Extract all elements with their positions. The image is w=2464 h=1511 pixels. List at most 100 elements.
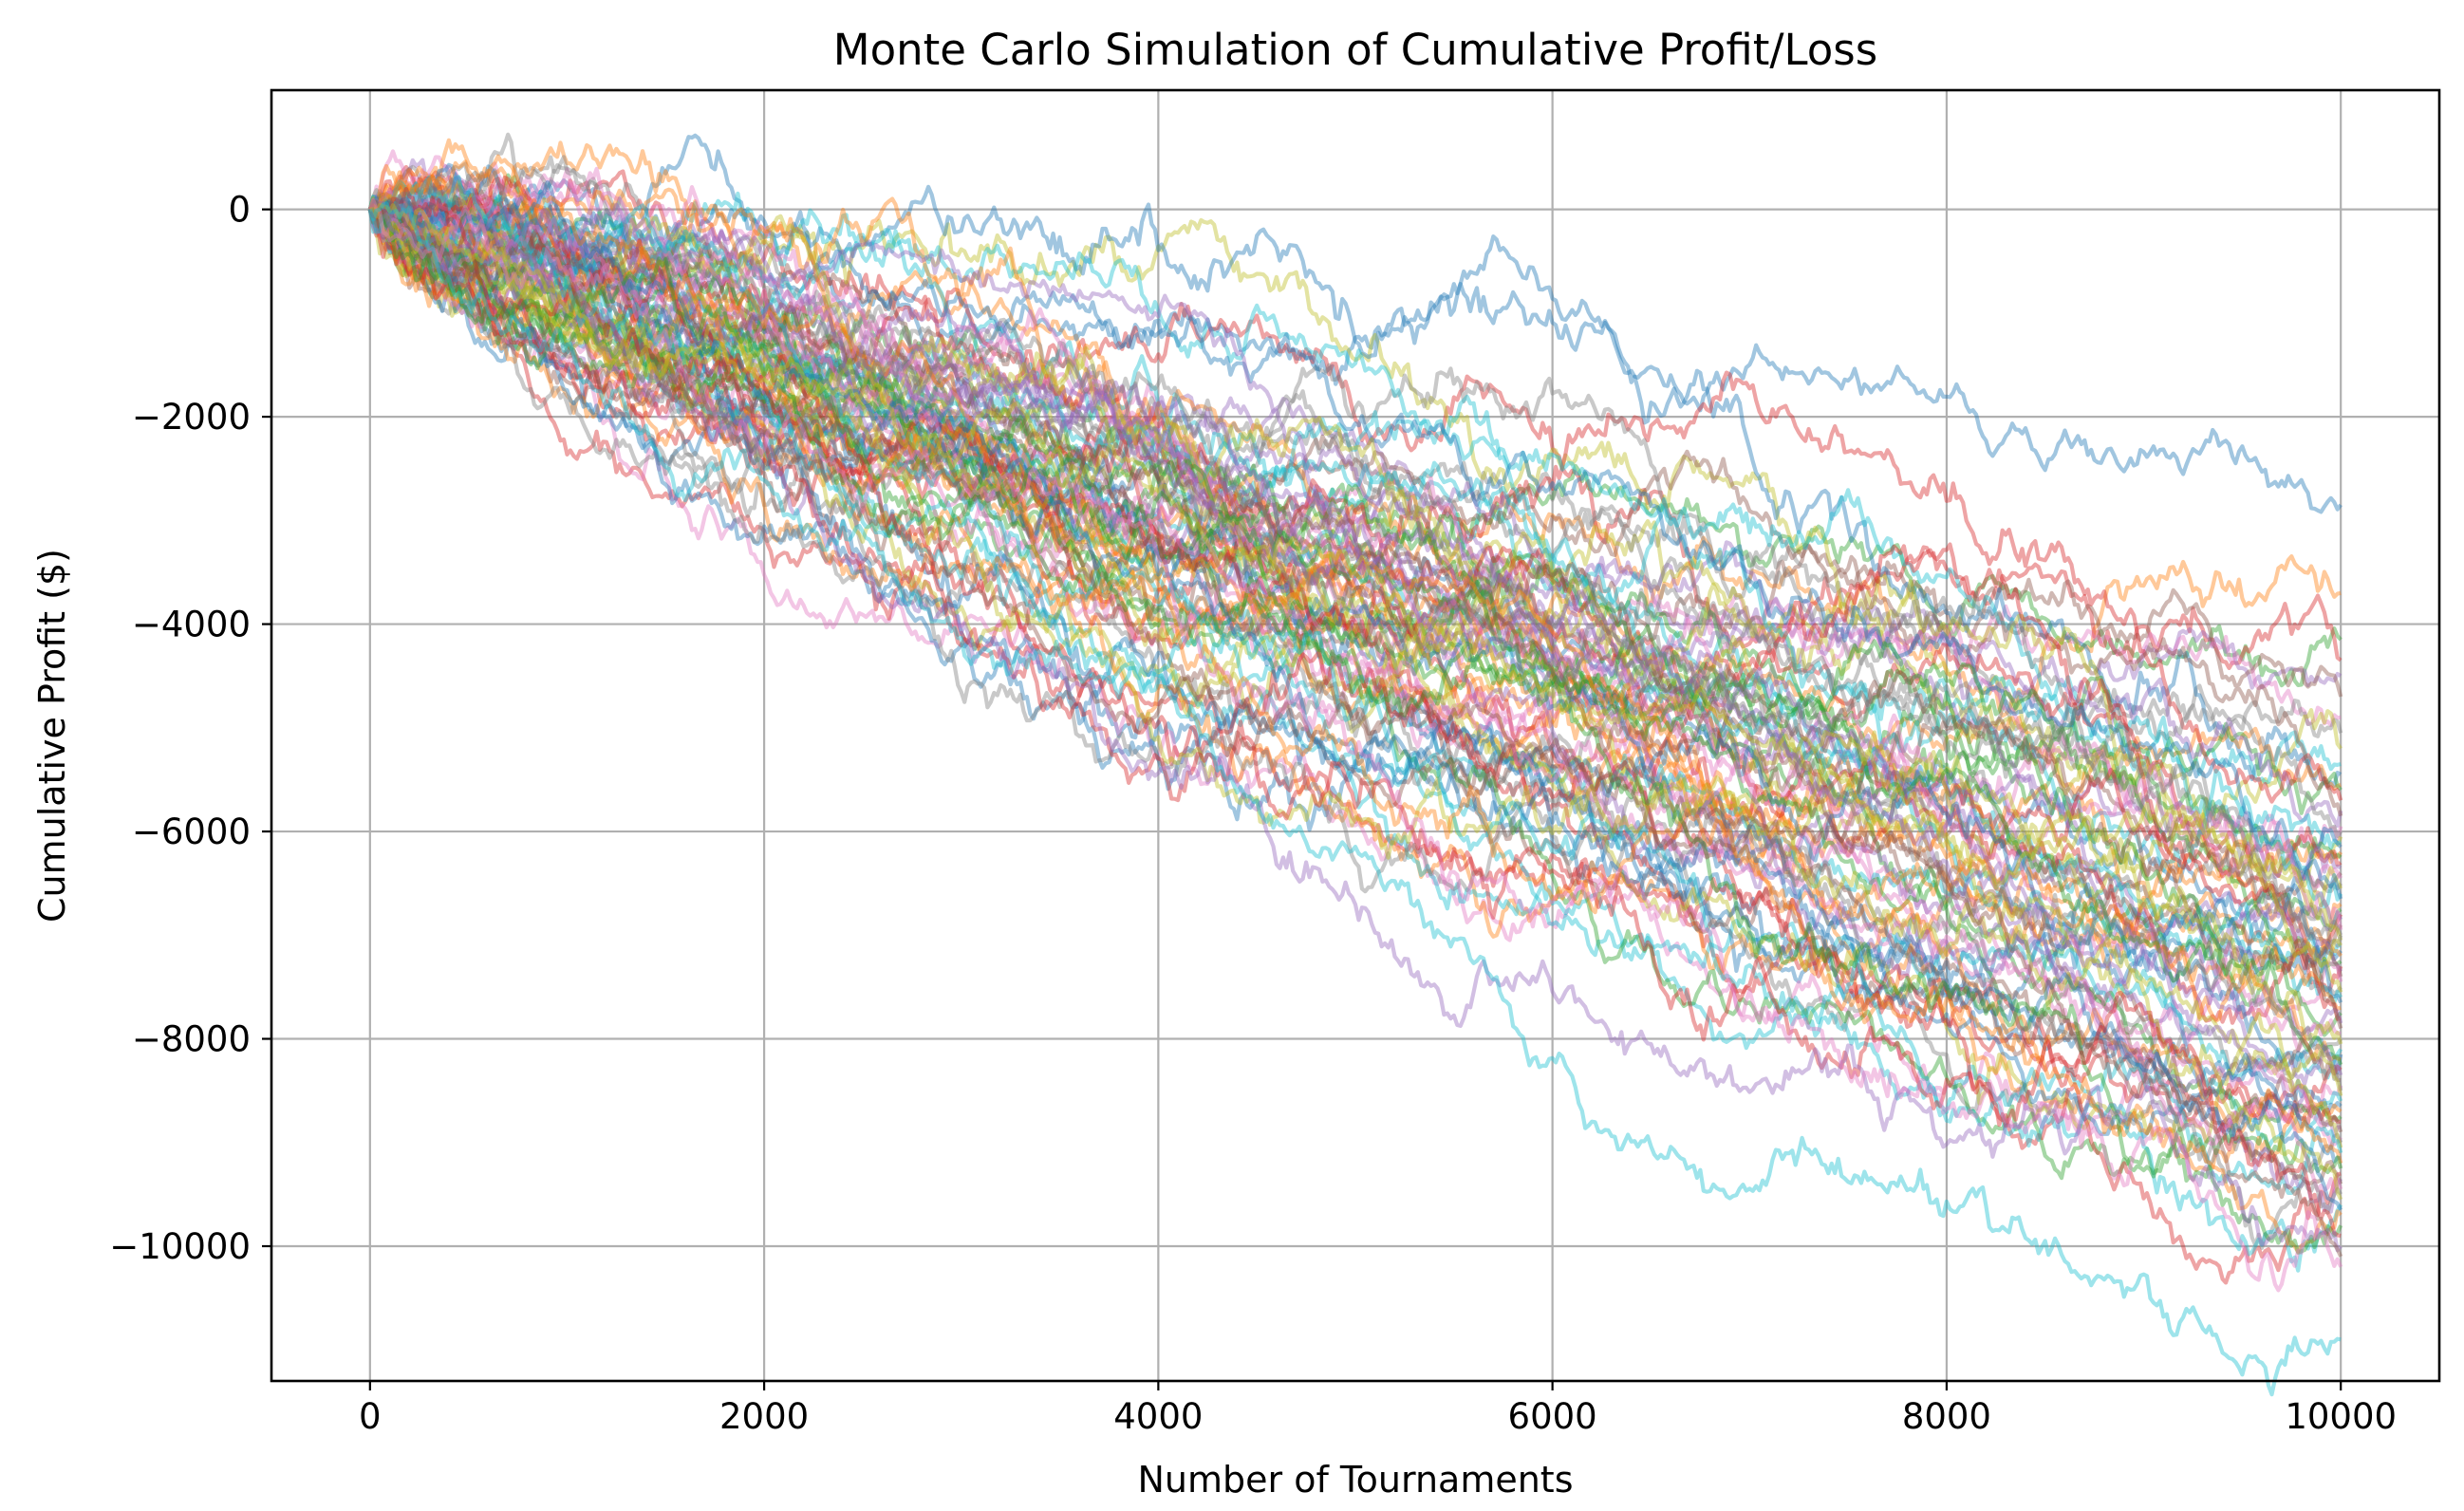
simulation-line-63 — [368, 202, 2343, 1066]
simulation-line-14 — [367, 164, 2343, 804]
simulation-line-19 — [367, 196, 2343, 888]
simulation-line-72 — [367, 208, 2343, 1172]
simulation-line-89 — [367, 196, 2343, 1201]
simulation-line-49 — [368, 179, 2343, 996]
simulation-line-45 — [369, 181, 2343, 973]
simulation-line-43 — [367, 208, 2343, 990]
simulation-line-82 — [368, 197, 2343, 1165]
simulation-line-41 — [367, 162, 2343, 1022]
simulation-line-68 — [367, 198, 2343, 1091]
simulation-line-30 — [367, 191, 2343, 909]
simulation-line-61 — [367, 208, 2343, 1075]
simulation-line-71 — [368, 194, 2343, 1115]
x-tick-label: 4000 — [1113, 1396, 1203, 1437]
grid-lines — [271, 90, 2439, 1381]
simulation-line-9 — [368, 191, 2343, 841]
simulation-line-36 — [368, 183, 2343, 945]
simulation-line-20 — [368, 204, 2343, 850]
simulation-line-96 — [367, 197, 2343, 1258]
y-tick-label: −2000 — [132, 397, 251, 438]
simulation-line-75 — [368, 176, 2342, 1138]
simulation-line-84 — [368, 207, 2342, 1285]
simulation-line-27 — [367, 208, 2343, 888]
simulation-line-31 — [368, 186, 2343, 900]
simulation-line-1 — [367, 177, 2343, 514]
simulation-line-34 — [368, 176, 2343, 961]
simulation-line-39 — [367, 208, 2343, 942]
x-axis-ticks: 0 2000 4000 6000 8000 10000 — [359, 1381, 2397, 1437]
simulation-line-2 — [368, 181, 2342, 718]
simulation-line-94 — [367, 187, 2342, 1239]
simulation-line-46 — [367, 196, 2343, 978]
x-tick-label: 0 — [359, 1396, 382, 1437]
simulation-line-62 — [368, 201, 2342, 1062]
simulation-line-8 — [368, 190, 2343, 747]
simulation-line-16 — [368, 208, 2343, 817]
simulation-line-32 — [368, 140, 2343, 969]
simulation-line-100 — [367, 201, 2342, 1397]
simulation-line-91 — [368, 180, 2343, 1211]
simulation-line-12 — [369, 207, 2342, 795]
simulation-line-60 — [367, 181, 2343, 1080]
simulation-line-97 — [367, 197, 2343, 1293]
simulation-line-67 — [367, 209, 2343, 1158]
simulation-line-51 — [368, 203, 2343, 1004]
x-tick-label: 8000 — [1902, 1396, 1991, 1437]
chart-title: Monte Carlo Simulation of Cumulative Pro… — [833, 25, 1877, 75]
simulation-line-66 — [367, 209, 2342, 1088]
simulation-line-99 — [369, 202, 2343, 968]
simulation-line-81 — [368, 202, 2342, 1164]
simulation-line-53 — [367, 200, 2343, 1037]
simulation-line-40 — [367, 189, 2342, 966]
simulation-line-93 — [369, 207, 2343, 1256]
simulation-line-38 — [368, 132, 2343, 937]
simulation-line-15 — [368, 158, 2343, 829]
simulation-line-7 — [368, 205, 2342, 728]
simulation-line-65 — [367, 208, 2343, 1086]
y-tick-label: −4000 — [132, 605, 251, 645]
simulation-line-69 — [368, 206, 2343, 1097]
simulation-line-80 — [367, 203, 2343, 1196]
simulation-line-22 — [369, 138, 2343, 900]
simulation-line-70 — [367, 199, 2343, 1150]
simulation-line-21 — [367, 195, 2343, 922]
simulation-line-52 — [367, 187, 2342, 1012]
simulation-line-79 — [367, 194, 2343, 1148]
simulation-line-28 — [367, 209, 2343, 894]
y-axis-ticks: 0 −2000 −4000 −6000 −8000 −10000 — [109, 190, 271, 1267]
simulation-series — [367, 132, 2343, 1397]
simulation-line-47 — [367, 200, 2343, 1076]
simulation-line-5 — [369, 200, 2343, 711]
simulation-line-90 — [367, 175, 2343, 1273]
y-tick-label: −8000 — [132, 1019, 251, 1060]
simulation-line-33 — [369, 207, 2343, 933]
y-tick-label: −10000 — [109, 1226, 251, 1267]
simulation-line-13 — [367, 183, 2343, 815]
y-axis-label: Cumulative Profit ($) — [31, 549, 73, 923]
simulation-line-3 — [367, 184, 2343, 688]
simulation-line-95 — [369, 200, 2343, 1253]
simulation-line-48 — [369, 190, 2343, 1006]
simulation-line-6 — [369, 207, 2343, 698]
simulation-line-37 — [367, 166, 2343, 931]
simulation-line-78 — [367, 195, 2343, 1182]
simulation-line-25 — [367, 189, 2343, 880]
simulation-line-59 — [367, 208, 2343, 1045]
simulation-line-17 — [367, 149, 2343, 861]
simulation-line-23 — [368, 173, 2343, 860]
simulation-line-11 — [369, 133, 2343, 789]
simulation-line-73 — [368, 203, 2343, 1124]
simulation-line-26 — [367, 208, 2343, 901]
simulation-line-57 — [368, 182, 2342, 1053]
simulation-line-87 — [368, 197, 2343, 1194]
x-tick-label: 2000 — [719, 1396, 809, 1437]
simulation-line-88 — [367, 196, 2343, 1250]
simulation-line-24 — [367, 209, 2343, 879]
simulation-line-86 — [368, 207, 2343, 1185]
y-tick-label: 0 — [228, 190, 251, 231]
simulation-line-50 — [368, 200, 2343, 1005]
simulation-line-35 — [368, 207, 2343, 932]
x-tick-label: 10000 — [2285, 1396, 2397, 1437]
simulation-line-55 — [368, 201, 2343, 1038]
